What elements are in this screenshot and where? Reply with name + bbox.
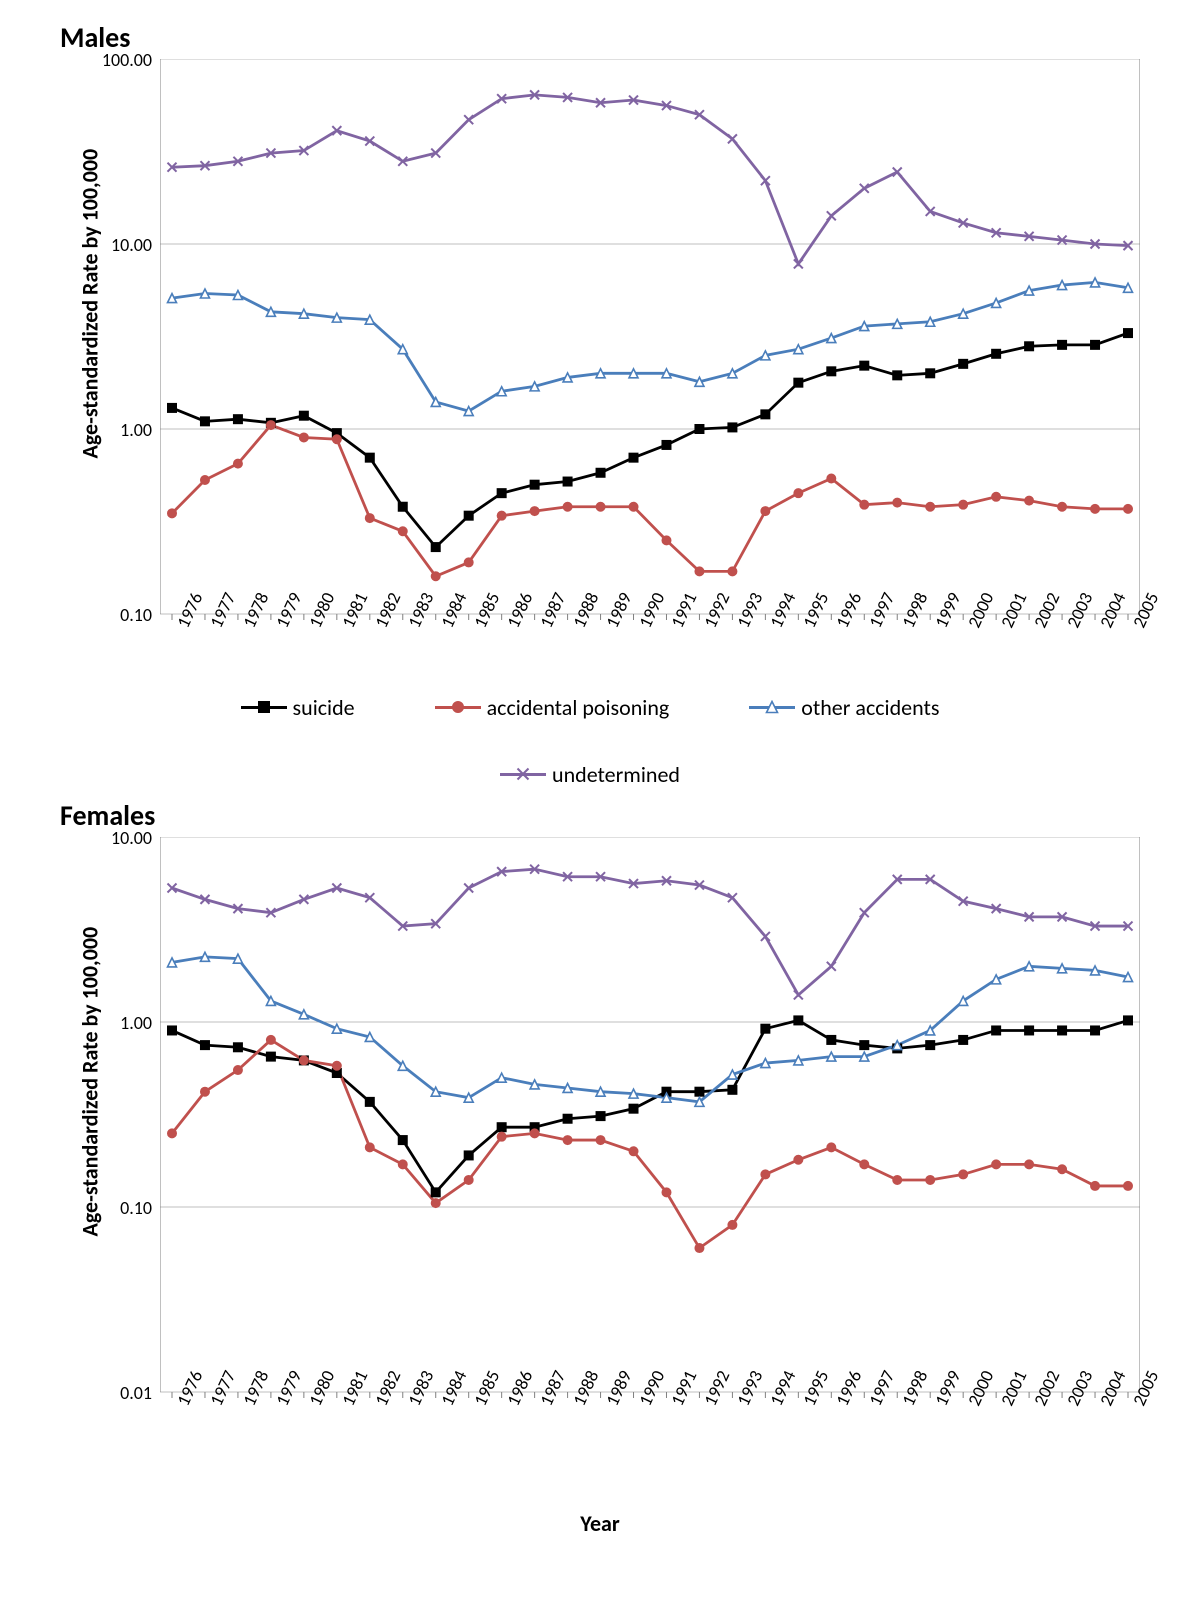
legend-item-poisoning: accidental poisoning [435,694,670,721]
chart-svg-males [160,59,1140,622]
legend-label-undetermined: undetermined [552,761,680,788]
y-axis-label: Age-standardized Rate by 100,000 [77,996,104,1236]
legend-label-other: other accidents [801,694,939,721]
chart-legend: suicide accidental poisoning other accid… [180,694,1000,788]
panel-females: Females Age-standardized Rate by 100,000… [20,798,1180,1537]
x-axis-label: Year [20,1510,1180,1537]
legend-item-other: other accidents [749,694,939,721]
legend-label-suicide: suicide [293,694,355,721]
legend-item-suicide: suicide [241,694,355,721]
legend-label-poisoning: accidental poisoning [487,694,670,721]
chart-svg-females [160,837,1140,1400]
legend-item-undetermined: undetermined [500,761,680,788]
panel-males: Males Age-standardized Rate by 100,000 0… [20,20,1180,674]
panel-title-males: Males [60,20,1180,55]
y-axis-label: Age-standardized Rate by 100,000 [77,218,104,458]
panel-title-females: Females [60,798,1180,833]
